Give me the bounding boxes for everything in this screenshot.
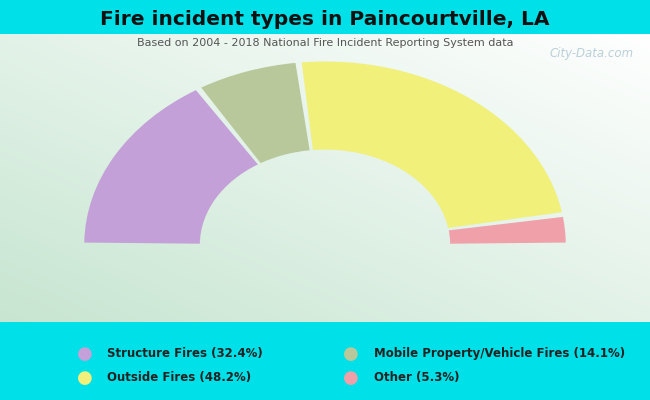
Text: Fire incident types in Paincourtville, LA: Fire incident types in Paincourtville, L…: [100, 10, 550, 29]
Text: Based on 2004 - 2018 National Fire Incident Reporting System data: Based on 2004 - 2018 National Fire Incid…: [136, 38, 514, 48]
Text: Outside Fires (48.2%): Outside Fires (48.2%): [107, 372, 252, 384]
Text: ●: ●: [77, 369, 92, 387]
Text: Mobile Property/Vehicle Fires (14.1%): Mobile Property/Vehicle Fires (14.1%): [374, 348, 625, 360]
Text: Structure Fires (32.4%): Structure Fires (32.4%): [107, 348, 263, 360]
Wedge shape: [84, 90, 258, 244]
Wedge shape: [448, 217, 566, 244]
Text: Other (5.3%): Other (5.3%): [374, 372, 460, 384]
Text: ●: ●: [77, 345, 92, 363]
Text: City-Data.com: City-Data.com: [549, 47, 633, 60]
Text: ●: ●: [343, 345, 359, 363]
Text: ●: ●: [343, 369, 359, 387]
Wedge shape: [202, 63, 309, 163]
Wedge shape: [302, 62, 562, 228]
